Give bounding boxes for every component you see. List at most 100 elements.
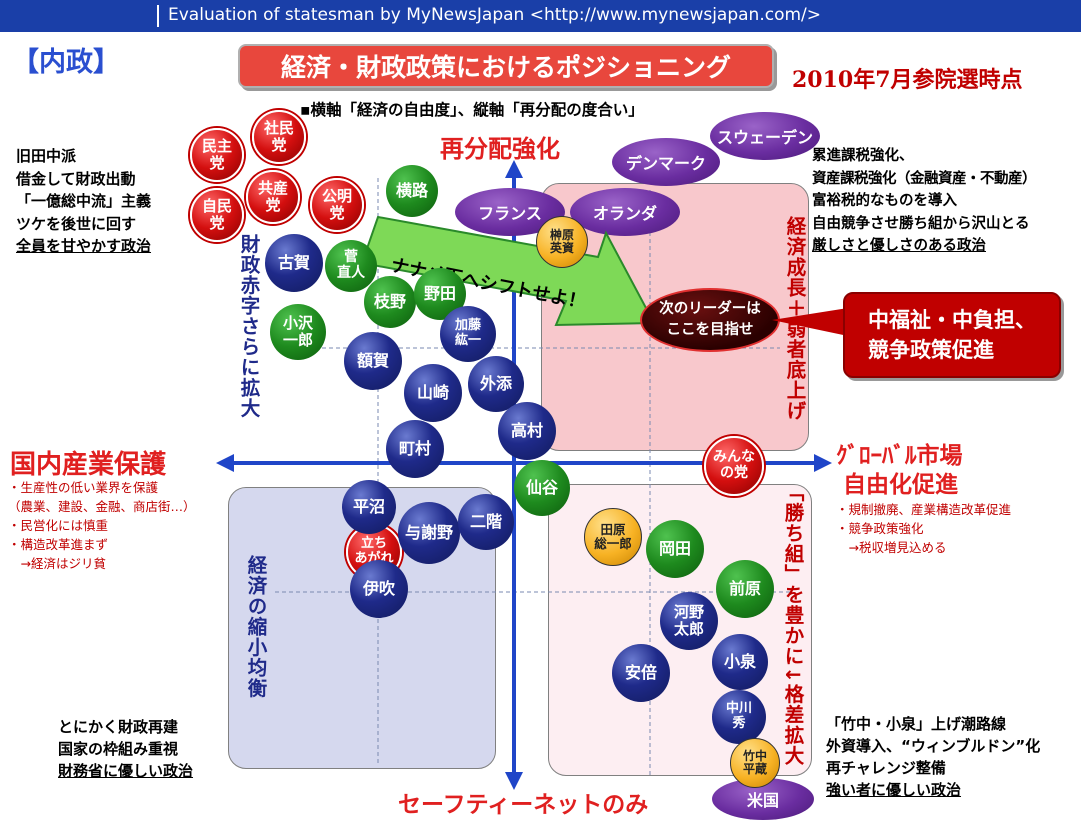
country-usa: 米国 bbox=[712, 778, 814, 820]
party-label: みんな の党 bbox=[713, 449, 755, 481]
country-label: オランダ bbox=[592, 204, 657, 223]
country-label: スウェーデン bbox=[716, 128, 813, 147]
note-line: 旧田中派 bbox=[16, 147, 77, 165]
party-sdp: 社民 党 bbox=[252, 110, 306, 164]
politician-noda: 野田 bbox=[414, 268, 466, 320]
politician-nikai: 二階 bbox=[458, 494, 514, 550]
note-line: ・生産性の低い業界を保護 bbox=[8, 480, 159, 495]
politician-label: 横路 bbox=[395, 181, 428, 201]
politician-kono: 河野 太郎 bbox=[660, 592, 718, 650]
politician-label: 町村 bbox=[398, 439, 431, 459]
politician-abe: 安倍 bbox=[612, 644, 670, 702]
target-callout: 中福祉・中負担、 競争政策促進 bbox=[843, 292, 1061, 378]
politician-yokomichi: 横路 bbox=[386, 165, 438, 217]
politician-label: 中川 秀 bbox=[725, 701, 752, 731]
top-left-note: 旧田中派 借金して財政出動 「一億総中流」主義 ツケを後世に回す 全員を甘やかす… bbox=[16, 145, 151, 258]
party-label: 公明 党 bbox=[321, 187, 352, 222]
party-dpj: 民主 党 bbox=[190, 128, 244, 182]
axis-label-left: 国内産業保護 bbox=[10, 450, 167, 480]
politician-koga: 古賀 bbox=[265, 234, 323, 292]
note-line: 外資導入、“ウィンブルドン”化 bbox=[826, 737, 1041, 755]
politician-maehara: 前原 bbox=[716, 560, 774, 618]
note-line: →経済はジリ貧 bbox=[8, 556, 106, 571]
party-minna: みんな の党 bbox=[704, 436, 764, 496]
bottom-right-note: 「竹中・小泉」上げ潮路線 外資導入、“ウィンブルドン”化 再チャレンジ整備 強い… bbox=[826, 713, 1040, 801]
politician-label: 前原 bbox=[728, 579, 761, 599]
politician-koizumi: 小泉 bbox=[712, 634, 768, 690]
politician-ozawa: 小沢 一郎 bbox=[270, 304, 326, 360]
politician-label: 枝野 bbox=[373, 292, 406, 312]
politician-tahara: 田原 総一郎 bbox=[584, 508, 642, 566]
politician-yamasaki: 山崎 bbox=[404, 364, 462, 422]
note-line: ・競争政策強化 bbox=[836, 521, 924, 536]
politician-label: 古賀 bbox=[277, 253, 310, 273]
note-line: 資産課税強化（金融資産・不動産） bbox=[812, 170, 1037, 187]
politician-takamura: 高村 bbox=[498, 402, 556, 460]
politician-nakagawa: 中川 秀 bbox=[712, 690, 766, 744]
politician-label: 高村 bbox=[510, 421, 543, 441]
politician-label: 竹中 平蔵 bbox=[742, 748, 767, 776]
note-line: 再チャレンジ整備 bbox=[826, 759, 946, 777]
note-line: 厳しさと優しさのある政治 bbox=[812, 238, 986, 254]
politician-label: 榊原 英資 bbox=[549, 227, 574, 255]
party-label: 自民 党 bbox=[201, 197, 232, 232]
note-line: 自由競争させ勝ち組から沢山とる bbox=[812, 215, 1030, 232]
politician-label: 伊吹 bbox=[362, 579, 395, 599]
politician-machimura: 町村 bbox=[386, 420, 444, 478]
politician-sakakibara: 榊原 英資 bbox=[536, 216, 588, 268]
note-line: ・規制撤廃、産業構造改革促進 bbox=[836, 502, 1012, 517]
politician-kato: 加藤 紘一 bbox=[440, 306, 496, 362]
politician-label: 岡田 bbox=[658, 539, 691, 559]
axis-label-bottom: セーフティーネットのみ bbox=[398, 792, 649, 818]
note-line: 全員を甘やかす政治 bbox=[16, 237, 152, 255]
note-line: 強い者に優しい政治 bbox=[826, 781, 962, 799]
note-line: 富裕税的なものを導入 bbox=[812, 193, 957, 209]
note-line: 財務省に優しい政治 bbox=[58, 762, 194, 780]
note-line: 「一億総中流」主義 bbox=[16, 192, 152, 210]
note-line: ・民営化には慎重 bbox=[8, 518, 109, 533]
politician-ibuki: 伊吹 bbox=[350, 560, 408, 618]
note-line: 借金して財政出動 bbox=[16, 169, 136, 188]
note-line: ・構造改革進まず bbox=[8, 537, 109, 552]
politician-label: 外添 bbox=[479, 374, 512, 394]
party-ldp: 自民 党 bbox=[190, 188, 244, 242]
party-komeito: 公明 党 bbox=[310, 178, 364, 232]
politician-label: 与謝野 bbox=[404, 523, 453, 543]
politician-label: 野田 bbox=[423, 284, 456, 304]
axis-label-top: 再分配強化 bbox=[440, 135, 560, 163]
politician-kan: 菅 直人 bbox=[325, 240, 377, 292]
politician-label: 仙谷 bbox=[525, 478, 558, 498]
shift-arrow bbox=[360, 215, 656, 327]
politician-label: 小沢 一郎 bbox=[282, 314, 313, 349]
bottom-left-note: とにかく財政再建 国家の枠組み重視 財務省に優しい政治 bbox=[58, 716, 193, 782]
main-title-box: 経済・財政政策におけるポジショニング bbox=[238, 44, 774, 88]
top-right-note: 累進課税強化、 資産課税強化（金融資産・不動産） 富裕税的なものを導入 自由競争… bbox=[812, 145, 1037, 258]
date-label: 2010年7月参院選時点 bbox=[792, 67, 1023, 93]
country-netherlands: オランダ bbox=[570, 188, 680, 236]
politician-takenaka: 竹中 平蔵 bbox=[730, 738, 780, 788]
party-label: 共産 党 bbox=[257, 179, 288, 214]
politician-label: 山崎 bbox=[416, 383, 449, 403]
politician-sengoku: 仙谷 bbox=[514, 460, 570, 516]
header-divider bbox=[157, 5, 159, 27]
politician-label: 田原 総一郎 bbox=[594, 522, 632, 551]
target-callout-text: 中福祉・中負担、 競争政策促進 bbox=[868, 308, 1036, 362]
header-title: Evaluation of statesman by MyNewsJapan <… bbox=[168, 5, 822, 25]
politician-hiranuma: 平沼 bbox=[342, 480, 396, 534]
axis-label-right-1: ｸﾞﾛｰﾊﾞﾙ市場 bbox=[836, 443, 963, 469]
section-label: 【内政】 bbox=[12, 47, 120, 78]
politician-edano: 枝野 bbox=[364, 276, 416, 328]
header-bar: Evaluation of statesman by MyNewsJapan <… bbox=[0, 0, 1081, 32]
country-label: フランス bbox=[478, 204, 542, 223]
note-line: 「竹中・小泉」上げ潮路線 bbox=[826, 715, 1007, 733]
main-title: 経済・財政政策におけるポジショニング bbox=[280, 53, 731, 82]
target-label: 次のリーダーは ここを目指せ bbox=[659, 301, 761, 338]
note-line: （農業、建設、金融、商店街…） bbox=[8, 499, 196, 514]
party-jcp: 共産 党 bbox=[246, 170, 300, 224]
politician-okada: 岡田 bbox=[646, 520, 704, 578]
note-line: とにかく財政再建 bbox=[58, 718, 179, 736]
note-line: ツケを後世に回す bbox=[16, 214, 137, 233]
left-mid-note: ・生産性の低い業界を保護 （農業、建設、金融、商店街…） ・民営化には慎重 ・構… bbox=[8, 478, 196, 573]
note-line: 国家の枠組み重視 bbox=[58, 740, 179, 758]
vertical-label-shrink: 経済の縮小均衡 bbox=[244, 555, 267, 699]
